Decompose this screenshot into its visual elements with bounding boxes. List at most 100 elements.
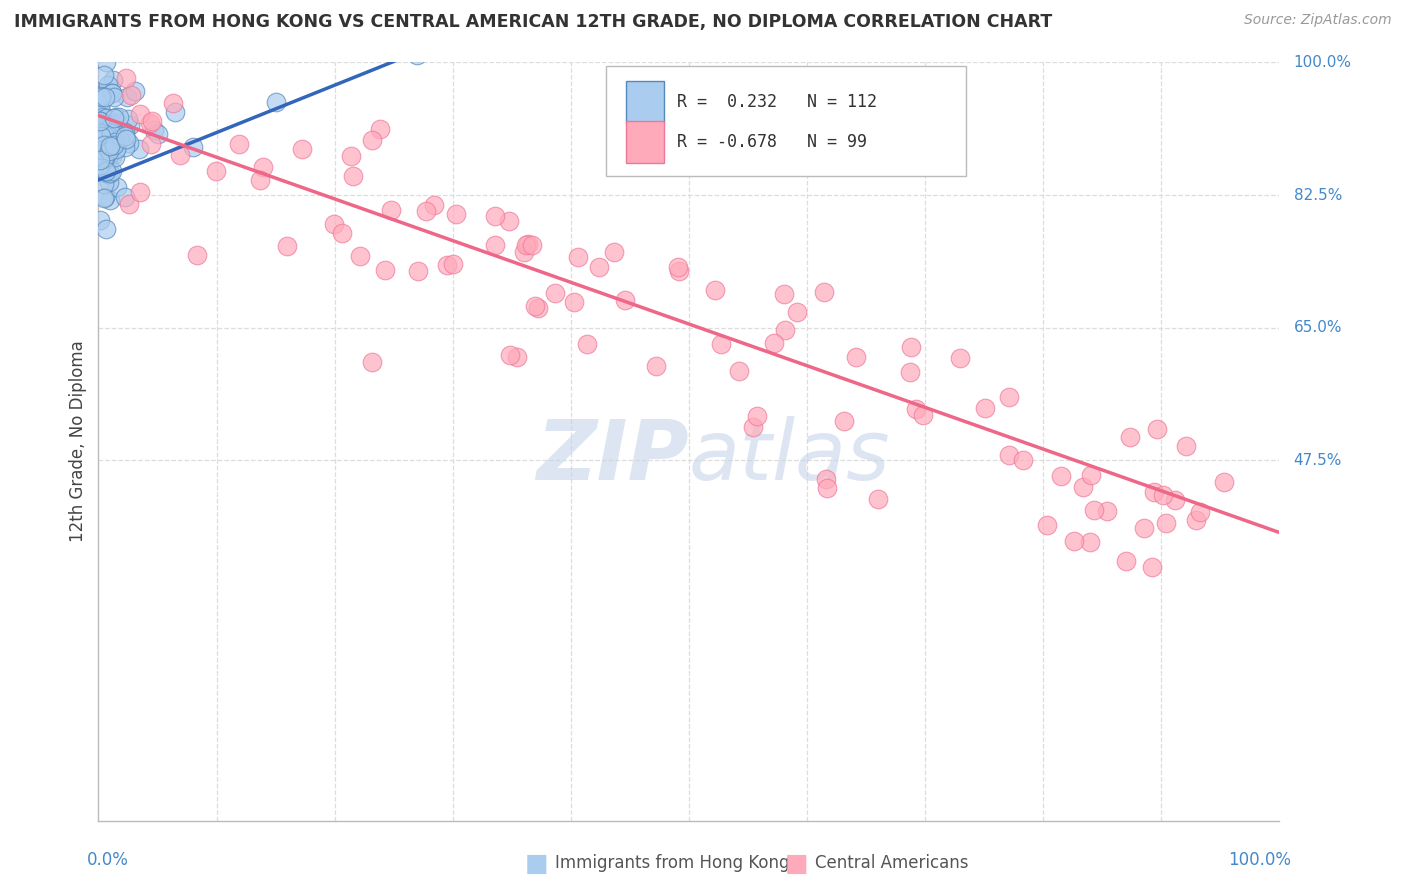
Point (91, 161, 114, 176)
Point (94, 129, 117, 144)
Bar (626, 81, 664, 123)
Point (114, 131, 136, 145)
Point (1132, 521, 1154, 535)
Point (349, 248, 371, 262)
Point (515, 238, 537, 252)
Point (866, 492, 889, 507)
Point (741, 420, 763, 434)
Point (101, 117, 124, 131)
Point (342, 169, 364, 183)
Point (97, 128, 120, 142)
Point (93, 177, 115, 191)
Point (98, 139, 121, 153)
Point (96, 151, 118, 165)
Point (139, 116, 162, 130)
Point (1175, 438, 1198, 452)
Point (148, 127, 170, 141)
Point (93, 125, 115, 139)
Point (100, 127, 122, 141)
Point (104, 136, 127, 150)
Point (603, 245, 626, 260)
Point (114, 140, 136, 154)
Point (94, 190, 117, 204)
Point (228, 136, 250, 151)
Point (436, 258, 458, 272)
Point (94, 89, 117, 103)
Point (90, 90, 112, 104)
Point (98, 175, 121, 189)
Point (89, 120, 111, 135)
Point (205, 164, 228, 178)
Point (773, 287, 796, 301)
Point (89, 133, 111, 147)
Text: ■: ■ (785, 852, 808, 875)
Point (374, 263, 396, 277)
Point (562, 295, 585, 310)
Text: ■: ■ (524, 852, 548, 875)
Point (98, 143, 121, 157)
Point (406, 48, 429, 62)
Point (105, 139, 128, 153)
Point (101, 86, 124, 100)
Point (775, 323, 797, 337)
Point (101, 149, 124, 163)
Point (973, 401, 995, 416)
Point (94, 163, 117, 178)
Point (834, 414, 856, 428)
Point (710, 336, 733, 351)
Text: ZIP: ZIP (536, 417, 689, 497)
Point (544, 286, 567, 301)
Point (128, 142, 150, 156)
Point (97, 116, 120, 130)
Point (104, 120, 127, 134)
Point (89, 114, 111, 128)
Point (100, 166, 122, 180)
Point (98, 130, 121, 145)
Point (105, 110, 128, 124)
Point (100, 136, 122, 151)
Point (813, 285, 835, 299)
Point (115, 70, 138, 85)
Point (186, 248, 208, 262)
Point (114, 190, 136, 204)
Point (763, 336, 786, 351)
Point (94, 222, 117, 236)
Point (96, 54, 118, 69)
Point (520, 237, 543, 252)
Point (668, 263, 690, 277)
Point (484, 210, 506, 224)
Point (1071, 480, 1094, 494)
Point (101, 86, 124, 100)
Point (115, 90, 138, 104)
Point (1164, 493, 1187, 508)
Point (264, 95, 287, 109)
Point (526, 301, 548, 315)
Point (103, 111, 125, 125)
Point (94, 86, 117, 100)
Text: 100.0%: 100.0% (1229, 851, 1291, 869)
Point (124, 84, 146, 98)
Point (1185, 513, 1208, 527)
Y-axis label: 12th Grade, No Diploma: 12th Grade, No Diploma (69, 341, 87, 542)
Point (249, 173, 271, 187)
Point (120, 88, 142, 103)
Point (93, 137, 115, 152)
Point (1080, 467, 1102, 482)
Point (93, 121, 115, 136)
Point (524, 299, 547, 313)
Point (499, 348, 522, 362)
Point (911, 408, 934, 422)
Point (129, 107, 152, 121)
Point (89, 213, 111, 227)
Point (105, 133, 128, 147)
Point (91, 115, 114, 129)
Point (517, 236, 540, 251)
Point (361, 133, 384, 147)
Point (1140, 560, 1163, 574)
Point (998, 448, 1021, 462)
Point (89, 143, 111, 157)
Point (97, 149, 120, 163)
Point (120, 118, 142, 132)
Point (118, 136, 141, 151)
Point (96, 164, 118, 178)
